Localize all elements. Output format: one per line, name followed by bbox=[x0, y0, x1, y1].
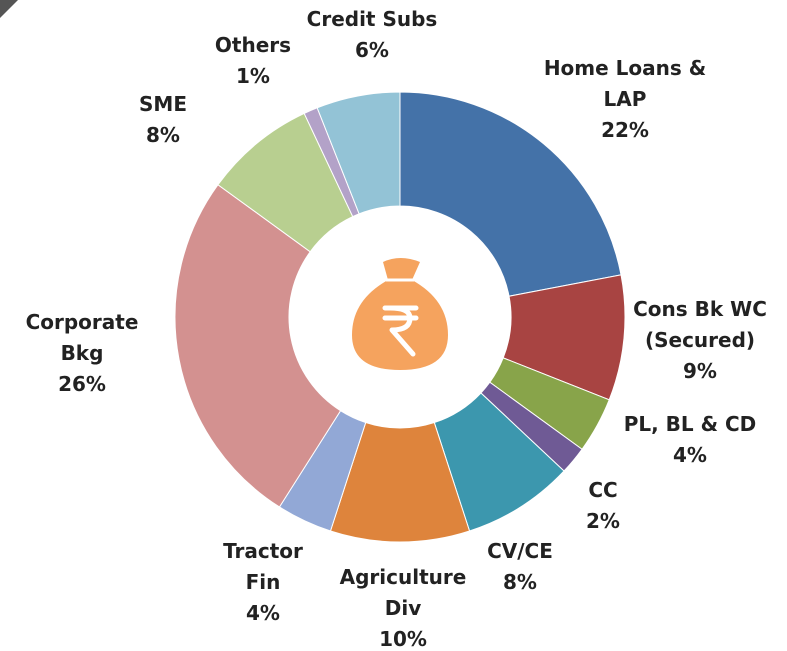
slice-label: CV/CE 8% bbox=[470, 536, 570, 598]
slice-label: PL, BL & CD 4% bbox=[590, 409, 787, 471]
slice bbox=[174, 184, 342, 508]
category-label: Tractor Fin bbox=[223, 539, 303, 594]
category-label: PL, BL & CD bbox=[623, 412, 757, 436]
value-label: 2% bbox=[586, 509, 620, 533]
slice-label: SME 8% bbox=[123, 89, 203, 151]
category-label: SME bbox=[139, 92, 187, 116]
category-label: Corporate Bkg bbox=[25, 310, 139, 365]
value-label: 8% bbox=[146, 123, 180, 147]
slice-label: Cons Bk WC (Secured) 9% bbox=[615, 294, 785, 387]
slice bbox=[316, 91, 401, 215]
value-label: 4% bbox=[673, 443, 707, 467]
slice-label: Others 1% bbox=[203, 30, 303, 92]
slice bbox=[399, 91, 622, 297]
slice-label: Tractor Fin 4% bbox=[208, 536, 318, 629]
category-label: CC bbox=[588, 478, 618, 502]
slice-label: Agriculture Div 10% bbox=[323, 562, 483, 651]
slice-label: Home Loans & LAP 22% bbox=[535, 53, 715, 146]
category-label: Home Loans & LAP bbox=[543, 56, 707, 111]
value-label: 9% bbox=[683, 359, 717, 383]
value-label: 8% bbox=[503, 570, 537, 594]
corner-decoration bbox=[0, 0, 18, 18]
money-bag-icon bbox=[352, 258, 448, 370]
value-label: 6% bbox=[355, 38, 389, 62]
value-label: 4% bbox=[246, 601, 280, 625]
category-label: Credit Subs bbox=[306, 7, 438, 31]
category-label: Cons Bk WC (Secured) bbox=[633, 297, 767, 352]
slice-label: CC 2% bbox=[573, 475, 633, 537]
value-label: 10% bbox=[379, 627, 427, 651]
category-label: Agriculture Div bbox=[339, 565, 467, 620]
category-label: Others bbox=[214, 33, 292, 57]
slice-label: Credit Subs 6% bbox=[292, 4, 452, 66]
slice-label: Corporate Bkg 26% bbox=[17, 307, 147, 400]
value-label: 22% bbox=[601, 118, 649, 142]
value-label: 26% bbox=[58, 372, 106, 396]
value-label: 1% bbox=[236, 64, 270, 88]
category-label: CV/CE bbox=[487, 539, 553, 563]
